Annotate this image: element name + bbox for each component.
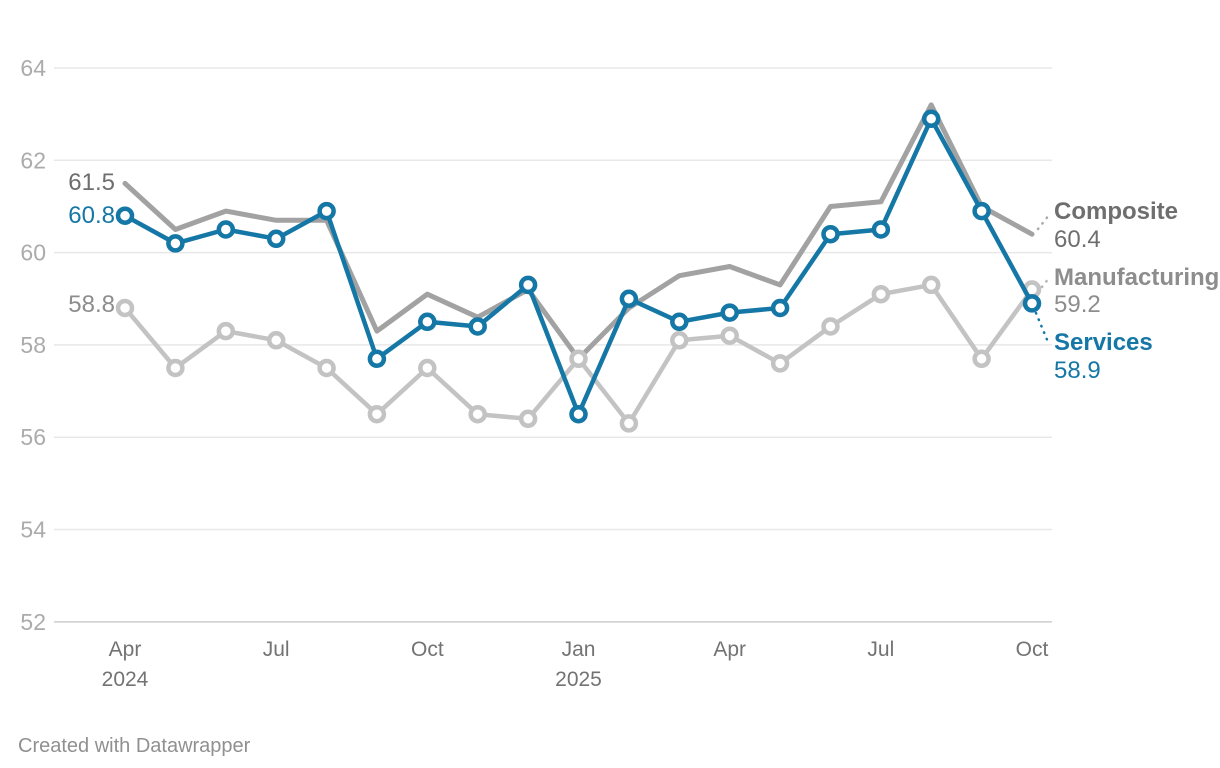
data-point-services-sep-2024[interactable] (367, 349, 387, 369)
data-point-services-feb-2025[interactable] (619, 289, 639, 309)
data-point-manufacturing-jul-2024[interactable] (266, 331, 286, 350)
grid-layer: 64 62 60 58 56 54 52 (20, 55, 1052, 635)
data-point-manufacturing-jun-2024[interactable] (216, 321, 236, 341)
series-line-services (122, 116, 1035, 417)
end-labels: Composite 60.4 Manufacturing 59.2 Servic… (1054, 198, 1219, 384)
data-point-manufacturing-may-2025[interactable] (770, 354, 790, 373)
y-tick-label: 58 (20, 332, 46, 358)
data-point-services-apr-2025[interactable] (720, 303, 739, 322)
data-point-services-mar-2025[interactable] (670, 312, 689, 332)
data-point-services-aug-2025[interactable] (921, 109, 941, 129)
y-tick-label: 56 (20, 424, 46, 450)
data-point-services-jun-2024[interactable] (216, 220, 236, 239)
x-tick-label: Jul (263, 638, 290, 661)
data-point-services-may-2025[interactable] (770, 298, 790, 318)
data-point-services-jul-2025[interactable] (871, 220, 891, 239)
data-point-manufacturing-jun-2025[interactable] (821, 317, 840, 336)
data-point-manufacturing-apr-2025[interactable] (720, 326, 739, 345)
data-point-services-oct-2025[interactable] (1022, 294, 1042, 313)
x-tick-label: Apr (713, 638, 746, 661)
series-markers-services (115, 109, 1042, 424)
manufacturing-start-value: 58.8 (68, 291, 115, 318)
composite-series-label: Composite (1054, 198, 1178, 225)
manufacturing-series-label: Manufacturing (1054, 264, 1219, 291)
data-point-services-oct-2024[interactable] (418, 312, 437, 332)
data-point-services-apr-2024[interactable] (115, 206, 135, 225)
data-point-services-sep-2025[interactable] (972, 201, 991, 221)
x-tick-label: Jul (867, 638, 894, 661)
y-tick-label: 52 (20, 609, 46, 635)
y-tick-label: 62 (20, 147, 46, 173)
composite-end-value: 60.4 (1054, 226, 1101, 253)
data-point-manufacturing-aug-2024[interactable] (317, 358, 336, 378)
data-point-manufacturing-jan-2025[interactable] (569, 349, 588, 369)
x-tick-label: Apr (109, 638, 142, 661)
data-point-manufacturing-mar-2025[interactable] (670, 331, 689, 350)
x-tick-year-label: 2024 (102, 668, 149, 691)
data-point-manufacturing-nov-2024[interactable] (468, 404, 487, 424)
services-series-label: Services (1054, 329, 1153, 356)
series-layer (115, 102, 1042, 433)
data-point-services-jun-2025[interactable] (821, 224, 840, 244)
data-point-manufacturing-may-2024[interactable] (166, 358, 185, 378)
data-point-services-aug-2024[interactable] (317, 201, 336, 221)
y-tick-label: 64 (20, 55, 46, 81)
series-line-composite (122, 102, 1035, 362)
data-point-manufacturing-aug-2025[interactable] (921, 275, 941, 295)
series-markers-manufacturing (115, 275, 1042, 433)
datawrapper-credit-link[interactable]: Created with Datawrapper (18, 735, 251, 757)
data-point-services-jan-2025[interactable] (569, 404, 588, 424)
services-start-value: 60.8 (68, 202, 115, 229)
data-point-manufacturing-sep-2024[interactable] (367, 404, 387, 424)
x-tick-label: Oct (1016, 638, 1049, 661)
data-point-manufacturing-feb-2025[interactable] (619, 414, 639, 433)
manufacturing-leader-line (1040, 276, 1051, 289)
composite-start-value: 61.5 (68, 169, 115, 196)
y-tick-label: 54 (20, 517, 46, 543)
data-point-manufacturing-dec-2024[interactable] (518, 409, 538, 429)
data-point-manufacturing-oct-2024[interactable] (418, 358, 437, 378)
data-point-services-jul-2024[interactable] (266, 229, 286, 249)
y-tick-label: 60 (20, 240, 46, 266)
x-tick-label: Jan (562, 638, 596, 661)
data-point-services-dec-2024[interactable] (518, 275, 538, 295)
x-tick-year-label: 2025 (555, 668, 602, 691)
leader-lines (1034, 213, 1051, 344)
x-axis-layer: Apr 2024 Jul Oct Jan 2025 Apr Jul Oct (102, 638, 1049, 691)
data-point-services-may-2024[interactable] (166, 234, 185, 253)
data-point-services-nov-2024[interactable] (468, 317, 487, 336)
data-point-manufacturing-sep-2025[interactable] (972, 349, 991, 369)
services-end-value: 58.9 (1054, 357, 1101, 384)
data-point-manufacturing-jul-2025[interactable] (871, 284, 891, 304)
services-leader-line (1034, 311, 1050, 344)
manufacturing-end-value: 59.2 (1054, 291, 1101, 318)
x-tick-label: Oct (411, 638, 444, 661)
composite-leader-line (1036, 213, 1051, 231)
start-value-labels: 61.5 60.8 58.8 (68, 169, 115, 318)
data-point-manufacturing-apr-2024[interactable] (115, 298, 135, 318)
